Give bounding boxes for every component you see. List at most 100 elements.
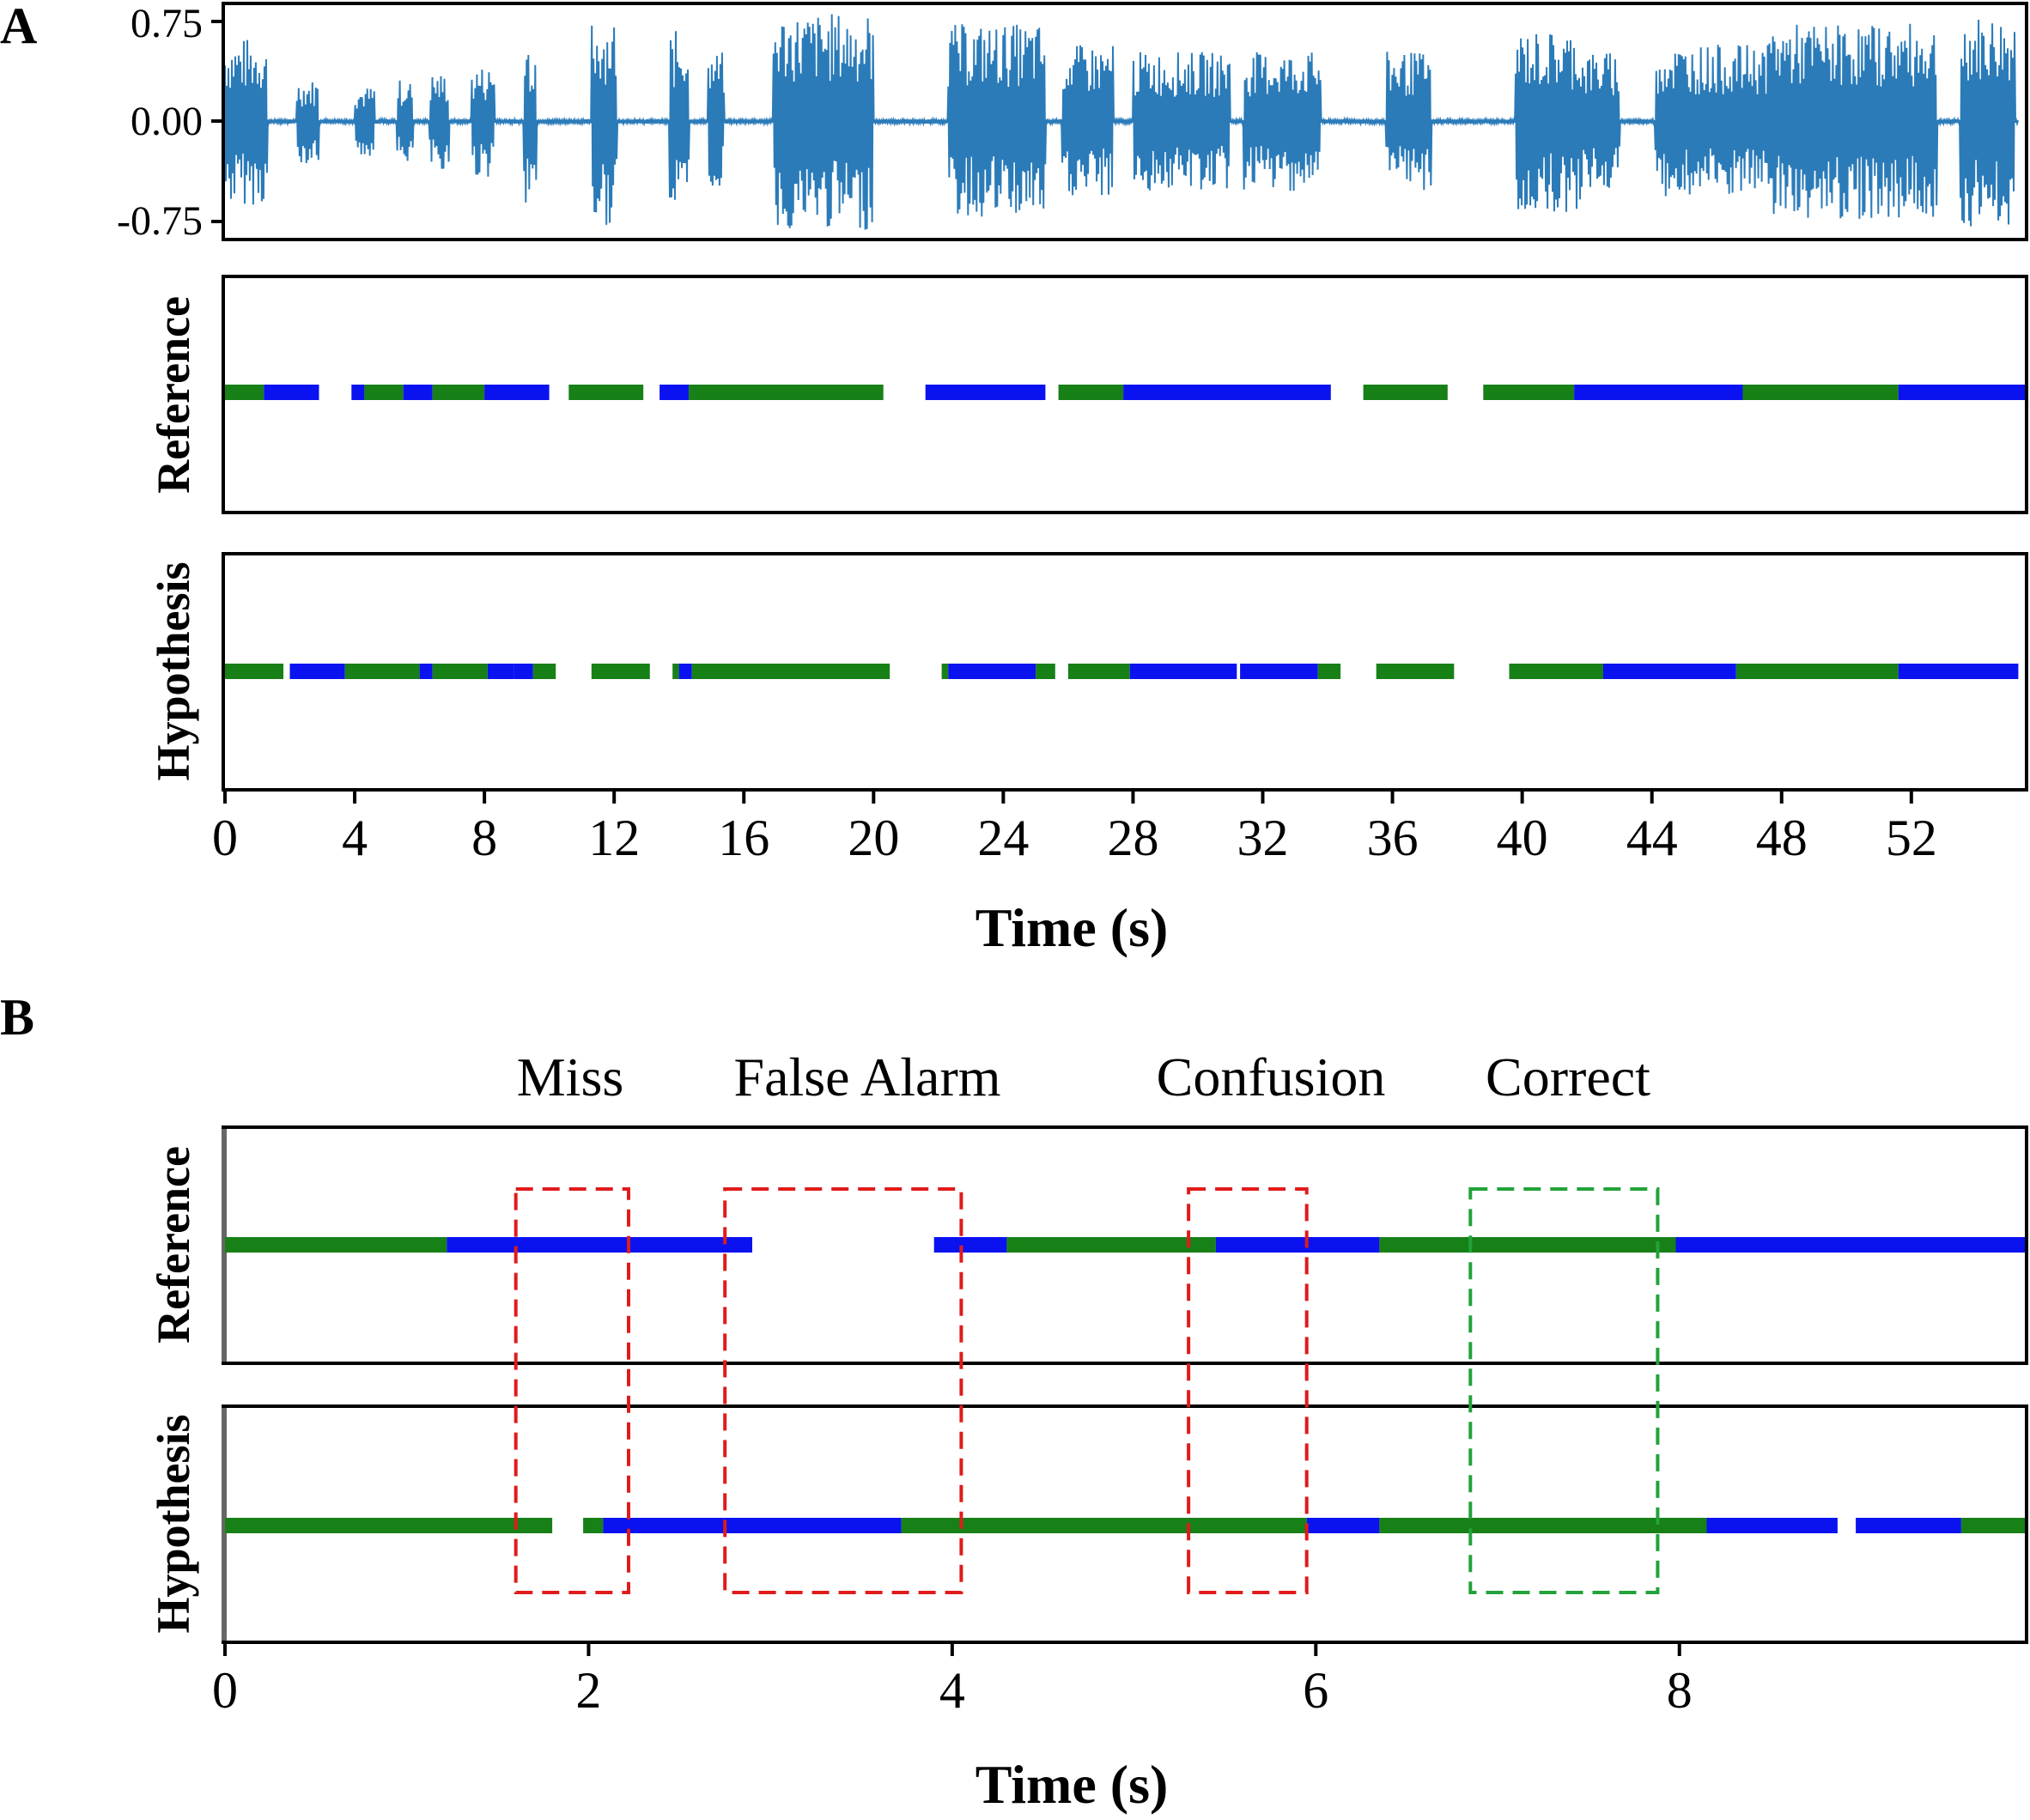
xtick-label: 8 xyxy=(1667,1662,1693,1719)
waveform-series xyxy=(224,14,2019,230)
waveform-line xyxy=(224,14,2019,230)
xtick-label: 44 xyxy=(1626,810,1678,866)
hypothesis-segment-speaker-a xyxy=(1067,664,1130,679)
ytick-label: 0.75 xyxy=(131,1,203,46)
reference-segment-speaker-b xyxy=(1123,385,1331,400)
hypothesis-segment-speaker-b xyxy=(514,664,533,679)
hypothesis-segment-speaker-b xyxy=(487,664,514,679)
xtick-label: 6 xyxy=(1303,1662,1328,1719)
hypothesis-segment-speaker-b xyxy=(678,664,692,679)
reference-segment-speaker-b xyxy=(925,385,1046,400)
reference-segment-speaker-a xyxy=(1363,385,1448,400)
reference-axis-label: Reference xyxy=(148,1146,199,1344)
hypothesis-segment-speaker-a xyxy=(1317,664,1341,679)
xtick-label: 28 xyxy=(1107,810,1158,866)
reference-segment-speaker-b xyxy=(933,1237,1007,1253)
hypothesis-segment-speaker-b xyxy=(1856,1518,1961,1533)
reference-segment-speaker-a xyxy=(225,385,264,400)
hypothesis-segment-speaker-a xyxy=(1036,664,1055,679)
panel-a-hypothesis-plot: Hypothesis xyxy=(148,552,2028,792)
hypothesis-segment-speaker-a xyxy=(532,664,556,679)
hypothesis-segment-speaker-b xyxy=(419,664,433,679)
miss-label: Miss xyxy=(517,1046,624,1107)
reference-segment-speaker-b xyxy=(1675,1237,2025,1253)
hypothesis-segment-speaker-a xyxy=(344,664,420,679)
hypothesis-segments xyxy=(225,1518,2025,1533)
hypothesis-segment-speaker-a xyxy=(1735,664,1899,679)
left-edge-shadow xyxy=(222,1408,227,1641)
reference-segment-speaker-b xyxy=(1898,385,2025,400)
reference-segment-speaker-a xyxy=(1058,385,1124,400)
reference-segment-speaker-b xyxy=(659,385,690,400)
hypothesis-segment-speaker-a xyxy=(1379,1518,1707,1533)
false-alarm-box xyxy=(723,1187,963,1594)
hypothesis-segment-speaker-b xyxy=(1240,664,1318,679)
hypothesis-segment-speaker-a xyxy=(1960,1518,2025,1533)
hypothesis-segment-speaker-a xyxy=(941,664,949,679)
xtick-label: 20 xyxy=(848,810,899,866)
hypothesis-segment-speaker-a xyxy=(225,1518,553,1533)
reference-segment-speaker-a xyxy=(364,385,404,400)
hypothesis-segment-speaker-a xyxy=(1509,664,1603,679)
reference-segment-speaker-b xyxy=(403,385,433,400)
reference-segment-speaker-a xyxy=(1483,385,1574,400)
hypothesis-segment-speaker-a xyxy=(672,664,679,679)
reference-segment-speaker-a xyxy=(689,385,884,400)
reference-segment-speaker-a xyxy=(568,385,644,400)
xtick-label: 8 xyxy=(471,810,497,866)
xtick-label: 52 xyxy=(1886,810,1937,866)
hypothesis-segment-speaker-a xyxy=(583,1518,604,1533)
hypothesis-segment-speaker-a xyxy=(901,1518,1307,1533)
hypothesis-segment-speaker-b xyxy=(603,1518,902,1533)
confusion-label: Confusion xyxy=(1157,1046,1386,1107)
panel-a-label: A xyxy=(0,0,37,54)
ytick-label: -0.75 xyxy=(117,198,203,244)
hypothesis-segment-speaker-a xyxy=(591,664,650,679)
hypothesis-segment-speaker-b xyxy=(1898,664,2019,679)
waveform-plot: 0.75 0.00 -0.75 xyxy=(117,1,2028,244)
xtick-label: 4 xyxy=(939,1662,965,1719)
hypothesis-segment-speaker-b xyxy=(1603,664,1736,679)
hypothesis-segment-speaker-a xyxy=(1376,664,1455,679)
xtick-label: 12 xyxy=(588,810,640,866)
reference-axis-label: Reference xyxy=(148,296,199,494)
panel-b-label: B xyxy=(0,989,34,1046)
reference-segment-speaker-b xyxy=(264,385,319,400)
reference-segment-speaker-a xyxy=(1006,1237,1216,1253)
hypothesis-segment-speaker-b xyxy=(1306,1518,1380,1533)
miss-box xyxy=(514,1187,631,1594)
left-edge-shadow xyxy=(222,1129,227,1362)
xtick-label: 0 xyxy=(212,1662,238,1719)
panel-b-reference-plot: Reference xyxy=(148,1125,2028,1365)
error-category-labels: Miss False Alarm Confusion Correct xyxy=(517,1046,1650,1107)
hypothesis-axis-label: Hypothesis xyxy=(148,1414,199,1633)
xtick-label: 4 xyxy=(342,810,368,866)
xtick-label: 2 xyxy=(575,1662,601,1719)
reference-frame xyxy=(222,275,2028,514)
xtick-label: 36 xyxy=(1367,810,1419,866)
hypothesis-segment-speaker-a xyxy=(225,664,283,679)
xtick-label: 48 xyxy=(1756,810,1808,866)
xtick-label: 16 xyxy=(718,810,769,866)
correct-label: Correct xyxy=(1486,1046,1650,1107)
reference-segment-speaker-a xyxy=(225,1237,447,1253)
hypothesis-segment-speaker-b xyxy=(1706,1518,1838,1533)
hypothesis-segment-speaker-b xyxy=(289,664,345,679)
waveform-y-ticks: 0.75 0.00 -0.75 xyxy=(117,1,223,244)
panel-b-x-ticks: 0 2 4 6 8 xyxy=(212,1642,1693,1719)
panel-b-hypothesis-plot: Hypothesis xyxy=(148,1404,2028,1644)
reference-segments xyxy=(225,385,2025,400)
reference-segment-speaker-b xyxy=(351,385,365,400)
reference-segment-speaker-a xyxy=(1742,385,1899,400)
xtick-label: 32 xyxy=(1237,810,1289,866)
reference-segment-speaker-a xyxy=(432,385,485,400)
false-alarm-label: False Alarm xyxy=(733,1046,1000,1107)
reference-segment-speaker-b xyxy=(484,385,550,400)
hypothesis-segment-speaker-a xyxy=(432,664,488,679)
hypothesis-axis-label: Hypothesis xyxy=(148,561,199,780)
ytick-label: 0.00 xyxy=(131,99,203,144)
reference-segment-speaker-a xyxy=(1379,1237,1676,1253)
correct-box xyxy=(1468,1187,1660,1594)
panel-b-x-axis-label: Time (s) xyxy=(975,1754,1169,1815)
